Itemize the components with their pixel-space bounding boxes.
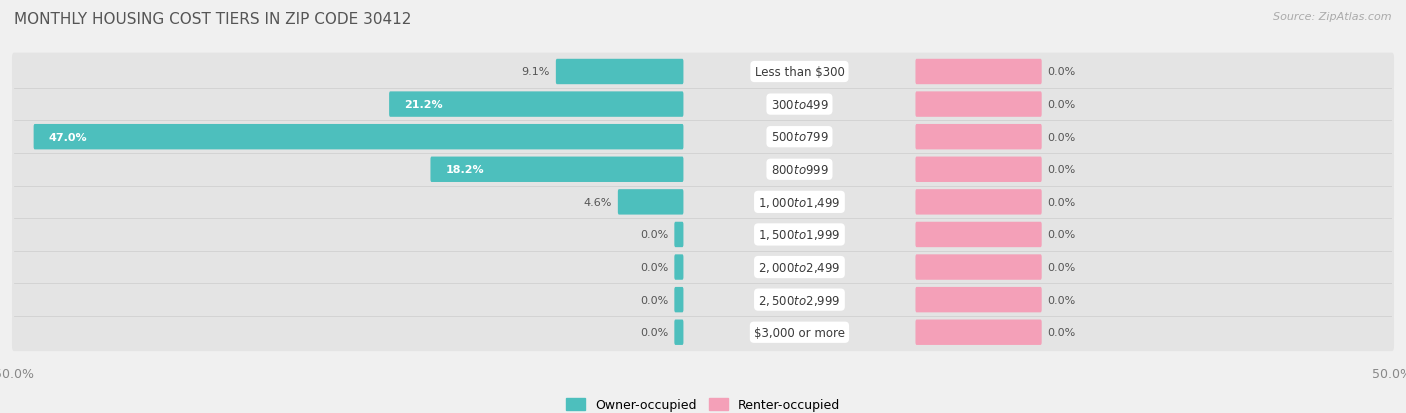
FancyBboxPatch shape <box>915 320 1042 345</box>
Text: 0.0%: 0.0% <box>1047 295 1076 305</box>
FancyBboxPatch shape <box>675 287 683 313</box>
FancyBboxPatch shape <box>915 125 1042 150</box>
FancyBboxPatch shape <box>13 151 1393 189</box>
Text: 0.0%: 0.0% <box>1047 165 1076 175</box>
FancyBboxPatch shape <box>13 86 1393 123</box>
FancyBboxPatch shape <box>915 92 1042 118</box>
Text: $300 to $499: $300 to $499 <box>770 98 828 112</box>
Text: 9.1%: 9.1% <box>522 67 550 77</box>
Text: 0.0%: 0.0% <box>640 230 669 240</box>
Text: 21.2%: 21.2% <box>404 100 443 110</box>
FancyBboxPatch shape <box>430 157 683 183</box>
Text: 0.0%: 0.0% <box>1047 197 1076 207</box>
Text: 0.0%: 0.0% <box>640 295 669 305</box>
Text: 0.0%: 0.0% <box>1047 328 1076 337</box>
FancyBboxPatch shape <box>675 320 683 345</box>
FancyBboxPatch shape <box>675 222 683 247</box>
FancyBboxPatch shape <box>13 249 1393 286</box>
Text: 47.0%: 47.0% <box>48 132 87 142</box>
Text: 0.0%: 0.0% <box>640 262 669 273</box>
Text: Less than $300: Less than $300 <box>755 66 845 79</box>
FancyBboxPatch shape <box>617 190 683 215</box>
FancyBboxPatch shape <box>915 59 1042 85</box>
Text: $500 to $799: $500 to $799 <box>770 131 828 144</box>
Text: $800 to $999: $800 to $999 <box>770 164 828 176</box>
FancyBboxPatch shape <box>915 157 1042 183</box>
Text: MONTHLY HOUSING COST TIERS IN ZIP CODE 30412: MONTHLY HOUSING COST TIERS IN ZIP CODE 3… <box>14 12 412 27</box>
FancyBboxPatch shape <box>915 255 1042 280</box>
FancyBboxPatch shape <box>675 255 683 280</box>
FancyBboxPatch shape <box>915 287 1042 313</box>
FancyBboxPatch shape <box>13 183 1393 221</box>
Text: 0.0%: 0.0% <box>1047 262 1076 273</box>
FancyBboxPatch shape <box>555 59 683 85</box>
Text: 0.0%: 0.0% <box>640 328 669 337</box>
FancyBboxPatch shape <box>34 125 683 150</box>
Text: 0.0%: 0.0% <box>1047 100 1076 110</box>
Text: 18.2%: 18.2% <box>446 165 484 175</box>
Text: 4.6%: 4.6% <box>583 197 612 207</box>
Text: Source: ZipAtlas.com: Source: ZipAtlas.com <box>1274 12 1392 22</box>
Text: $1,500 to $1,999: $1,500 to $1,999 <box>758 228 841 242</box>
Text: 0.0%: 0.0% <box>1047 67 1076 77</box>
Text: $3,000 or more: $3,000 or more <box>754 326 845 339</box>
Text: $2,500 to $2,999: $2,500 to $2,999 <box>758 293 841 307</box>
FancyBboxPatch shape <box>13 216 1393 254</box>
Text: 0.0%: 0.0% <box>1047 132 1076 142</box>
FancyBboxPatch shape <box>13 313 1393 351</box>
Text: $1,000 to $1,499: $1,000 to $1,499 <box>758 195 841 209</box>
Text: 0.0%: 0.0% <box>1047 230 1076 240</box>
Legend: Owner-occupied, Renter-occupied: Owner-occupied, Renter-occupied <box>561 393 845 413</box>
FancyBboxPatch shape <box>13 119 1393 156</box>
FancyBboxPatch shape <box>389 92 683 118</box>
FancyBboxPatch shape <box>915 222 1042 247</box>
Text: $2,000 to $2,499: $2,000 to $2,499 <box>758 261 841 274</box>
FancyBboxPatch shape <box>13 53 1393 91</box>
FancyBboxPatch shape <box>915 190 1042 215</box>
FancyBboxPatch shape <box>13 281 1393 319</box>
